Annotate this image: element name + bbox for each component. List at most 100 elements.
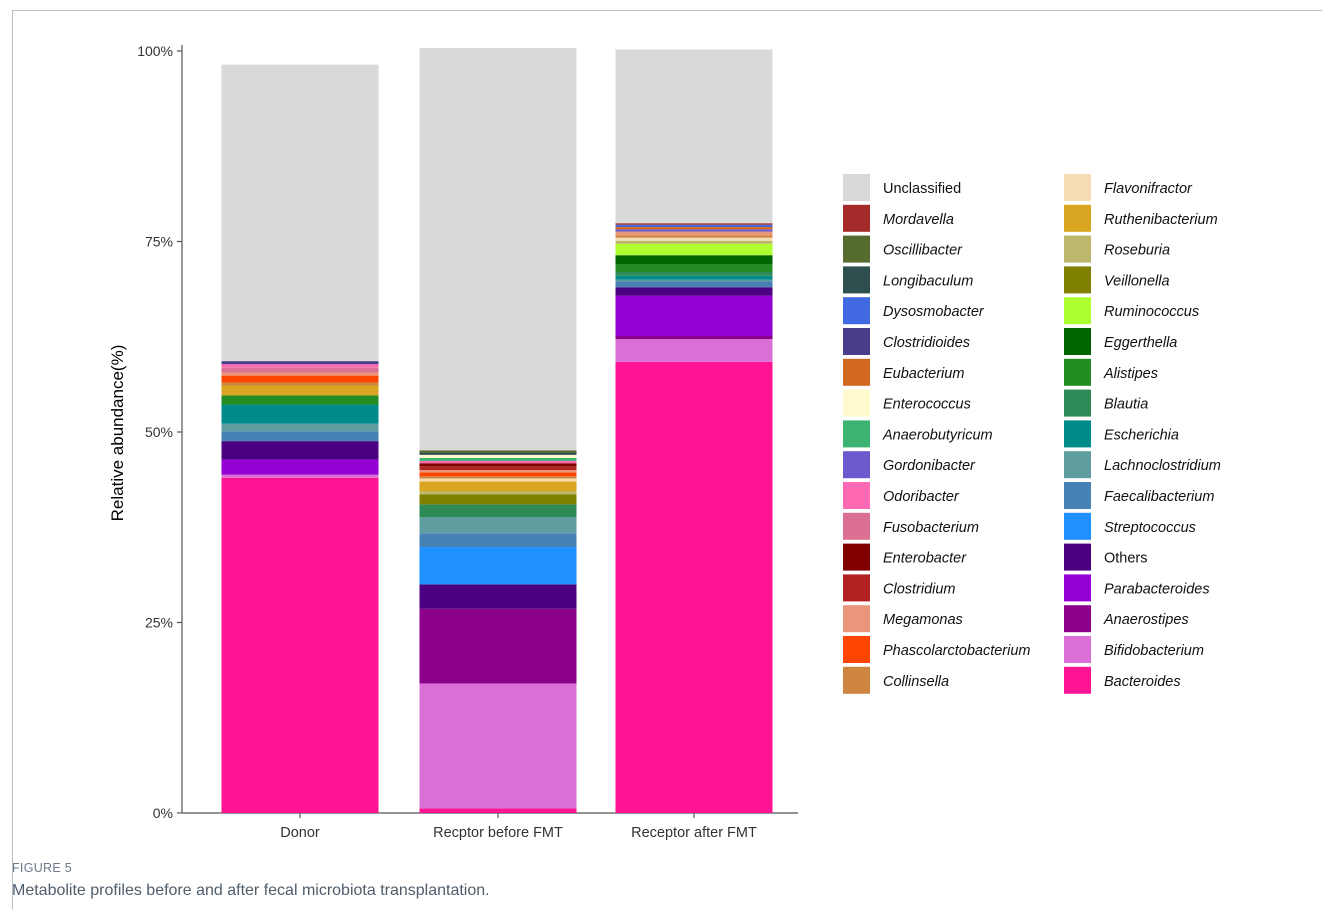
bar-segment bbox=[615, 335, 773, 340]
bar-segment bbox=[615, 235, 773, 238]
y-tick-label: 0% bbox=[153, 805, 173, 821]
bar-segment bbox=[419, 494, 577, 505]
bar-segment bbox=[419, 476, 577, 479]
legend-swatch bbox=[843, 358, 870, 386]
bar-segment bbox=[419, 47, 577, 451]
legend-label: Others bbox=[1104, 551, 1148, 567]
legend-swatch bbox=[1064, 266, 1091, 294]
legend-swatch bbox=[1064, 235, 1091, 263]
legend-swatch bbox=[843, 174, 870, 201]
legend-swatch bbox=[843, 266, 870, 294]
legend-swatch bbox=[1064, 605, 1091, 633]
bar-segment bbox=[615, 275, 773, 280]
legend-label: Escherichia bbox=[1104, 427, 1179, 443]
bar-segment bbox=[419, 470, 577, 473]
bar-segment bbox=[419, 808, 577, 813]
legend-label: Collinsella bbox=[883, 674, 949, 690]
bar-segment bbox=[615, 229, 773, 232]
bar-segment bbox=[221, 395, 379, 405]
legend-label: Roseburia bbox=[1104, 243, 1170, 259]
legend-label: Ruthenibacterium bbox=[1104, 212, 1218, 228]
bar-segment bbox=[221, 375, 379, 383]
bar-segment bbox=[419, 584, 577, 609]
figure-caption: Metabolite profiles before and after fec… bbox=[12, 882, 490, 899]
x-tick-label: Donor bbox=[280, 825, 320, 841]
legend-swatch bbox=[843, 512, 870, 540]
legend-label: Anaerostipes bbox=[1103, 612, 1189, 628]
legend-label: Ruminococcus bbox=[1104, 304, 1199, 320]
legend-label: Parabacteroides bbox=[1104, 581, 1210, 597]
legend-swatch bbox=[843, 328, 870, 355]
legend-swatch bbox=[843, 543, 870, 571]
bar-segment bbox=[419, 533, 577, 548]
bar-segment bbox=[221, 459, 379, 475]
bar-segment bbox=[419, 450, 577, 453]
legend-swatch bbox=[843, 482, 870, 509]
legend-swatch bbox=[1064, 574, 1091, 602]
bar-segment bbox=[419, 472, 577, 477]
legend-label: Anaerobutyricum bbox=[882, 427, 993, 443]
legend-swatch bbox=[1064, 636, 1091, 663]
legend-label: Clostridium bbox=[883, 581, 956, 597]
bar-segment bbox=[419, 463, 577, 467]
legend-label: Bacteroides bbox=[1104, 674, 1181, 690]
bar-segment bbox=[221, 64, 379, 362]
legend-label: Blautia bbox=[1104, 397, 1148, 413]
bar-segment bbox=[221, 404, 379, 424]
legend-swatch bbox=[1064, 204, 1091, 232]
bar-segment bbox=[419, 517, 577, 534]
legend-swatch bbox=[1064, 297, 1091, 325]
bar-segment bbox=[615, 223, 773, 225]
stacked-bar-chart: 0% 25% 50% 75% 100% Donor Recptor before FMT R… bbox=[108, 43, 1221, 841]
bar-segment bbox=[419, 491, 577, 495]
legend-swatch bbox=[1064, 482, 1091, 509]
x-tick-label: Recptor before FMT bbox=[433, 825, 563, 841]
y-tick-label: 25% bbox=[145, 615, 173, 631]
bar-segment bbox=[419, 457, 577, 461]
legend-swatch bbox=[1064, 389, 1091, 417]
bar-segment bbox=[615, 271, 773, 276]
legend-label: Streptococcus bbox=[1104, 520, 1196, 536]
y-tick-label: 100% bbox=[137, 43, 173, 59]
legend-swatch bbox=[1064, 174, 1091, 201]
legend-label: Flavonifractor bbox=[1104, 181, 1193, 197]
legend-label: Bifidobacterium bbox=[1104, 643, 1204, 659]
legend-label: Dysosmobacter bbox=[883, 304, 985, 320]
bar-segment bbox=[615, 227, 773, 230]
bar-segment bbox=[615, 279, 773, 282]
y-tick-label: 75% bbox=[145, 234, 173, 250]
legend-label: Eggerthella bbox=[1104, 335, 1177, 351]
bar-segment bbox=[615, 339, 773, 362]
legend-label: Mordavella bbox=[883, 212, 954, 228]
bar-segment bbox=[615, 240, 773, 244]
bar-segment bbox=[615, 237, 773, 241]
legend-swatch bbox=[843, 451, 870, 479]
legend-label: Veillonella bbox=[1104, 273, 1170, 289]
legend-swatch bbox=[843, 574, 870, 602]
legend-swatch bbox=[1064, 328, 1091, 355]
bar-segment bbox=[615, 281, 773, 288]
bar-segment bbox=[221, 382, 379, 386]
legend-label: Unclassified bbox=[883, 181, 961, 197]
bar-segment bbox=[615, 224, 773, 228]
legend-swatch bbox=[1064, 451, 1091, 479]
bar-segment bbox=[221, 477, 379, 813]
legend-label: Alistipes bbox=[1103, 366, 1158, 382]
figure-frame bbox=[12, 10, 1322, 910]
bar-segment bbox=[221, 474, 379, 478]
legend-swatch bbox=[843, 420, 870, 448]
bar-segment bbox=[419, 547, 577, 585]
legend-label: Oscillibacter bbox=[883, 243, 963, 259]
bar-segment bbox=[615, 49, 773, 224]
legend-swatch bbox=[843, 235, 870, 263]
bar-segment bbox=[419, 481, 577, 492]
bars-layer: Donor Recptor before FMT Receptor after FM… bbox=[221, 47, 773, 841]
bar-segment bbox=[221, 431, 379, 442]
bar-segment bbox=[615, 287, 773, 296]
bar-segment bbox=[615, 361, 773, 813]
bar-segment bbox=[615, 231, 773, 236]
legend-swatch bbox=[1064, 512, 1091, 540]
legend-label: Clostridioides bbox=[883, 335, 970, 351]
bar-segment bbox=[615, 243, 773, 256]
legend-label: Faecalibacterium bbox=[1104, 489, 1214, 505]
